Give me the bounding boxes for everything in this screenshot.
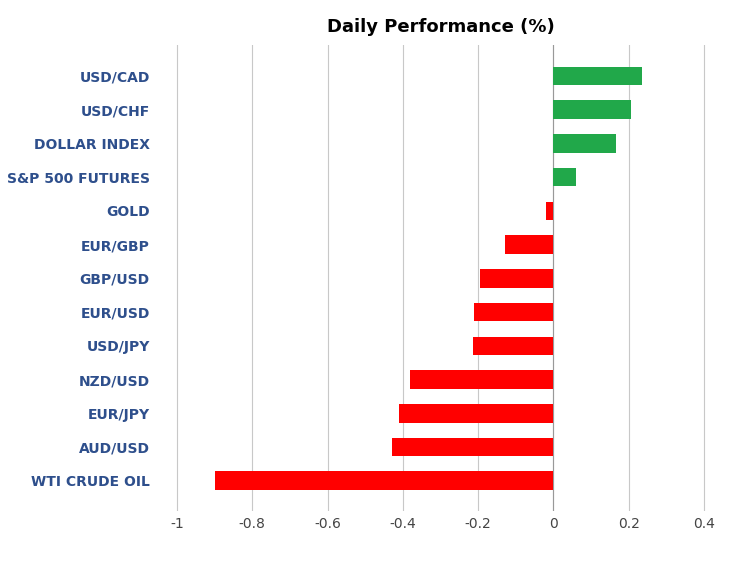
Bar [215,471,553,490]
Bar [553,168,576,186]
Bar [392,438,553,456]
Bar [553,66,642,85]
Bar [553,101,630,119]
Bar [474,303,553,321]
Bar [480,269,553,287]
Bar [410,370,553,389]
Bar [553,134,615,153]
Bar [505,235,553,254]
Bar [399,404,553,423]
Bar [472,336,553,355]
Bar [546,202,553,220]
Title: Daily Performance (%): Daily Performance (%) [327,18,554,36]
